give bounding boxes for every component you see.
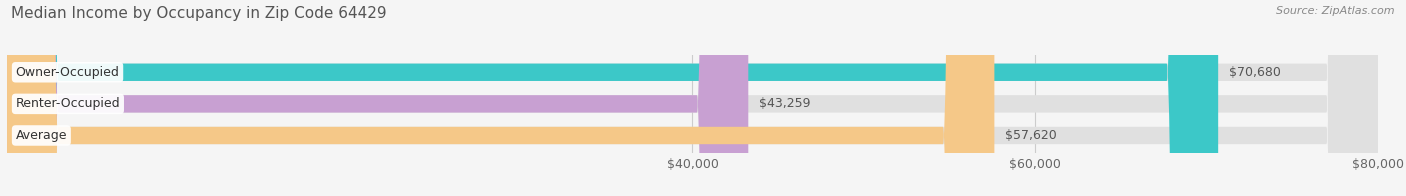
FancyBboxPatch shape bbox=[7, 0, 1378, 196]
Text: $70,680: $70,680 bbox=[1229, 66, 1281, 79]
Text: Renter-Occupied: Renter-Occupied bbox=[15, 97, 121, 110]
FancyBboxPatch shape bbox=[7, 0, 1378, 196]
Text: $43,259: $43,259 bbox=[759, 97, 811, 110]
Text: Median Income by Occupancy in Zip Code 64429: Median Income by Occupancy in Zip Code 6… bbox=[11, 6, 387, 21]
Text: Owner-Occupied: Owner-Occupied bbox=[15, 66, 120, 79]
FancyBboxPatch shape bbox=[7, 0, 1378, 196]
Text: $57,620: $57,620 bbox=[1005, 129, 1057, 142]
FancyBboxPatch shape bbox=[7, 0, 748, 196]
Text: Average: Average bbox=[15, 129, 67, 142]
FancyBboxPatch shape bbox=[7, 0, 1218, 196]
FancyBboxPatch shape bbox=[7, 0, 994, 196]
Text: Source: ZipAtlas.com: Source: ZipAtlas.com bbox=[1277, 6, 1395, 16]
